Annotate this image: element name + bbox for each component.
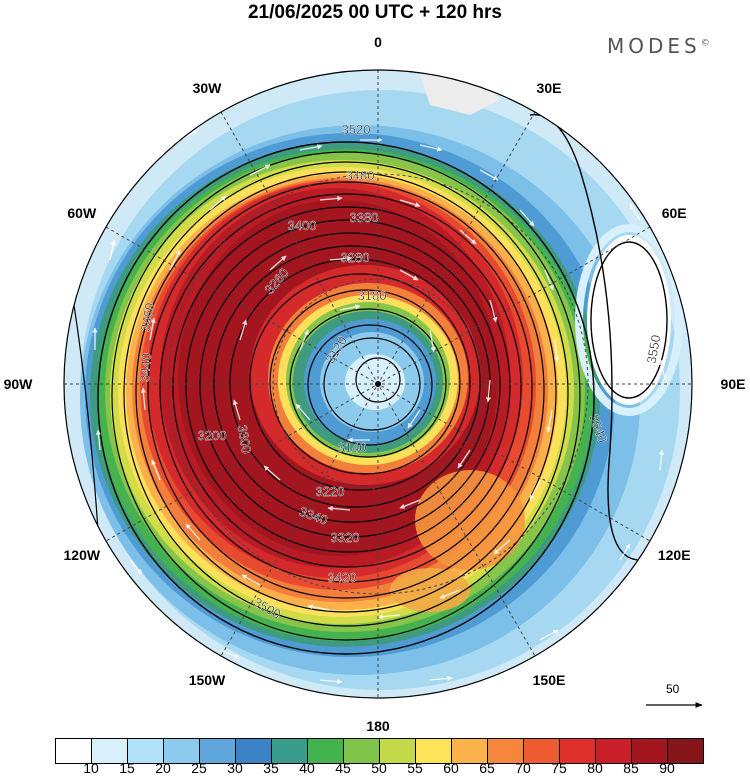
longitude-label: 90W	[4, 376, 34, 392]
longitude-label: 120E	[658, 547, 691, 563]
longitude-label: 0	[374, 34, 382, 50]
colorbar-tick-label: 70	[515, 760, 531, 776]
brand-name: MODES	[607, 34, 701, 58]
colorbar-swatch	[91, 738, 128, 764]
colorbar-tick-label: 25	[191, 760, 207, 776]
colorbar-tick-label: 60	[443, 760, 459, 776]
colorbar-swatch	[523, 738, 560, 764]
colorbar-tick-label: 80	[587, 760, 603, 776]
colorbar-tick-label: 40	[299, 760, 315, 776]
colorbar-tick-label: 50	[371, 760, 387, 776]
wind-vectors	[92, 129, 666, 685]
chart-title: 21/06/2025 00 UTC + 120 hrs	[247, 2, 503, 23]
longitude-label: 90E	[721, 376, 746, 392]
contour-label: 3440	[137, 353, 154, 383]
colorbar-tick-label: 45	[335, 760, 351, 776]
contour-label: 3420	[328, 570, 357, 585]
contour-label: 3180	[358, 288, 387, 303]
colorbar-swatch	[595, 738, 632, 764]
colorbar	[55, 738, 704, 764]
wind-speed-field	[64, 70, 692, 698]
colorbar-swatch	[235, 738, 272, 764]
longitude-label: 180	[366, 718, 390, 734]
colorbar-tick-label: 85	[623, 760, 639, 776]
contour-label: 3480	[346, 168, 375, 183]
contour-label: 3550	[644, 334, 664, 365]
colorbar-tick-label: 65	[479, 760, 495, 776]
contour-label: 3380	[350, 210, 379, 225]
map-boundary	[63, 69, 693, 699]
colorbar-swatch	[307, 738, 344, 764]
colorbar-tick-label: 35	[263, 760, 279, 776]
colorbar-swatch	[199, 738, 236, 764]
colorbar-swatch	[379, 738, 416, 764]
colorbar-tick-label: 75	[551, 760, 567, 776]
longitude-label: 120W	[64, 547, 101, 563]
colorbar-swatch	[343, 738, 380, 764]
colorbar-tick-label: 10	[83, 760, 99, 776]
longitude-label: 60W	[67, 205, 97, 221]
brand-logo: MODES©	[607, 34, 710, 58]
colorbar-tick-label: 20	[155, 760, 171, 776]
copyright-mark: ©	[700, 38, 710, 49]
longitude-labels: 0 30E 60E 90E 120E 150E 180 150W 120W 90W 60W 30W	[4, 34, 746, 734]
contour-label: 3300	[235, 424, 255, 455]
contour-label: 3140	[338, 440, 367, 455]
longitude-label: 150W	[189, 672, 226, 688]
contour-label: 3320	[331, 530, 360, 545]
longitude-label: 60E	[662, 205, 687, 221]
colorbar-tick-label: 30	[227, 760, 243, 776]
contour-label: 3460	[138, 302, 158, 333]
contour-label: 3400	[288, 218, 317, 233]
longitude-label: 150E	[533, 672, 566, 688]
colorbar-tick-label: 15	[119, 760, 135, 776]
longitude-label: 30E	[537, 80, 562, 96]
colorbar-swatch	[163, 738, 200, 764]
longitude-label: 30W	[193, 80, 223, 96]
colorbar-swatch	[559, 738, 596, 764]
contour-label: 3200	[198, 428, 227, 443]
colorbar-tick-label: 90	[659, 760, 675, 776]
wind-reference-label: 50	[666, 682, 680, 696]
colorbar-swatch	[487, 738, 524, 764]
colorbar-swatch	[631, 738, 668, 764]
north-pole-marker	[375, 381, 381, 387]
contour-label: 3280	[341, 250, 370, 265]
contour-label: 3220	[316, 484, 345, 499]
contour-label: 3520	[342, 122, 371, 137]
colorbar-swatch	[667, 738, 704, 764]
colorbar-tick-label: 55	[407, 760, 423, 776]
colorbar-swatch	[271, 738, 308, 764]
